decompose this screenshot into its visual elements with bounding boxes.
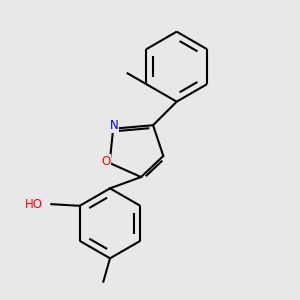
Text: HO: HO: [25, 198, 43, 211]
Text: N: N: [110, 119, 118, 132]
Text: O: O: [101, 155, 110, 168]
